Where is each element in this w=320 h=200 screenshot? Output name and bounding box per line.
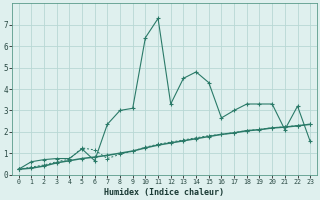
X-axis label: Humidex (Indice chaleur): Humidex (Indice chaleur) (104, 188, 224, 197)
